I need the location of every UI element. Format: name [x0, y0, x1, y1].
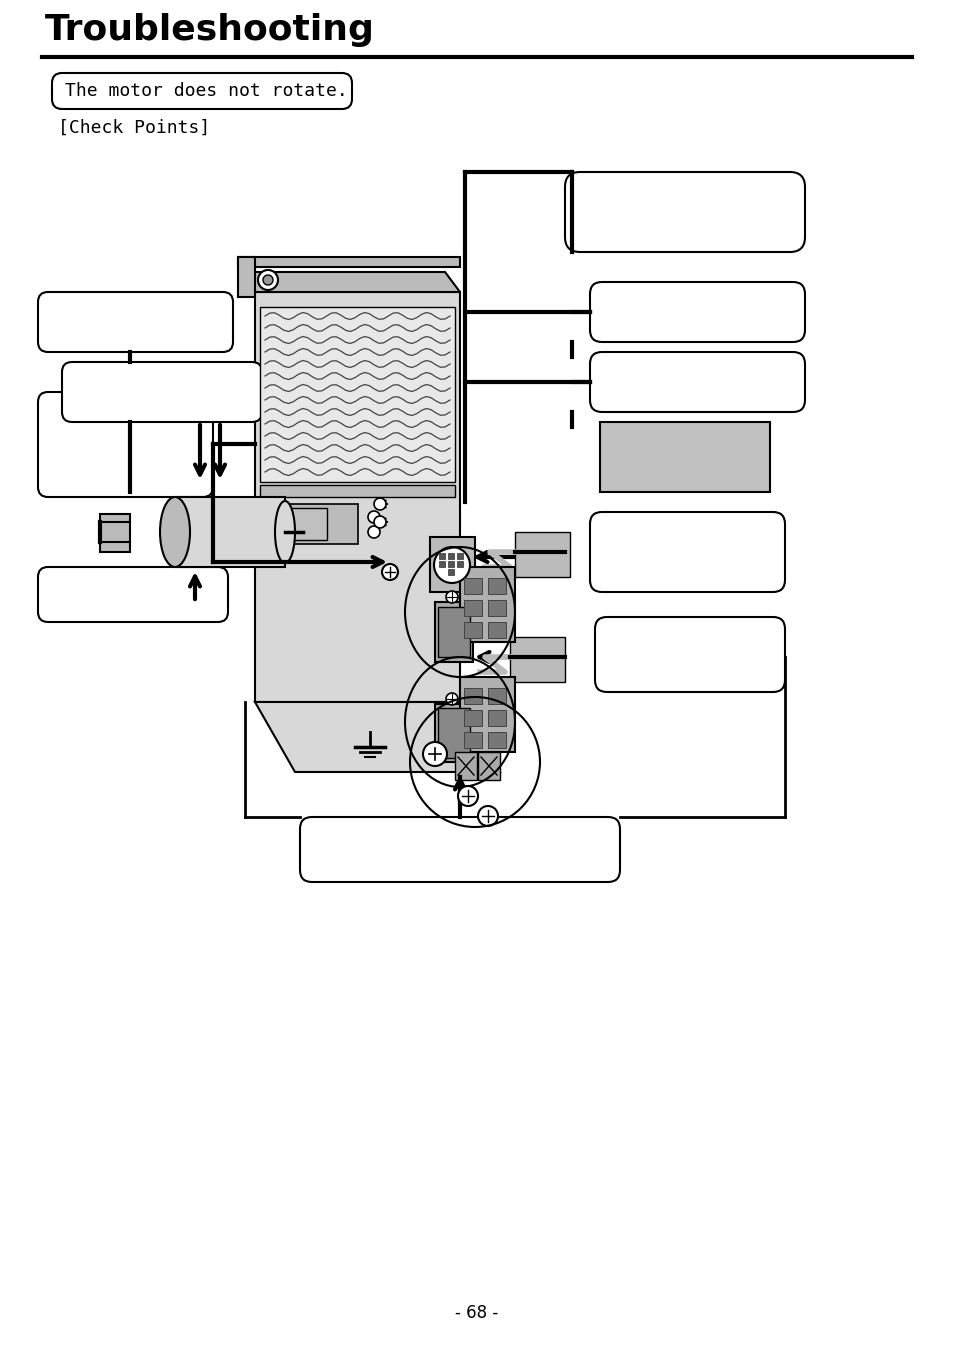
Bar [456, 553, 462, 558]
Bar [463, 579, 481, 594]
Bar [437, 708, 470, 758]
Bar [488, 579, 505, 594]
Bar [430, 537, 475, 592]
Bar [438, 561, 444, 566]
FancyBboxPatch shape [52, 73, 352, 110]
FancyBboxPatch shape [299, 817, 619, 882]
Bar [463, 622, 481, 638]
Circle shape [446, 591, 457, 603]
FancyBboxPatch shape [589, 352, 804, 412]
Text: [Check Points]: [Check Points] [58, 119, 210, 137]
Bar [488, 600, 505, 617]
FancyBboxPatch shape [38, 292, 233, 352]
FancyBboxPatch shape [564, 172, 804, 251]
FancyBboxPatch shape [595, 617, 784, 692]
Bar [463, 710, 481, 726]
Text: The motor does not rotate.: The motor does not rotate. [65, 82, 348, 100]
Bar [437, 607, 470, 657]
Bar [456, 561, 462, 566]
Bar [510, 637, 564, 681]
Bar [463, 600, 481, 617]
Circle shape [374, 498, 386, 510]
Bar [254, 292, 459, 702]
Bar [455, 752, 476, 780]
Polygon shape [240, 272, 459, 292]
Bar [459, 566, 515, 642]
Bar [488, 622, 505, 638]
FancyBboxPatch shape [38, 566, 228, 622]
Text: - 68 -: - 68 - [455, 1303, 498, 1322]
Circle shape [446, 694, 457, 704]
Bar [260, 485, 455, 498]
Circle shape [477, 806, 497, 826]
Bar [272, 508, 327, 539]
Circle shape [422, 742, 447, 767]
Circle shape [374, 516, 386, 529]
Circle shape [257, 270, 277, 289]
Bar [515, 531, 569, 577]
Circle shape [457, 786, 477, 806]
Bar [448, 553, 454, 558]
Bar [463, 731, 481, 748]
Bar [459, 677, 515, 752]
Polygon shape [254, 702, 499, 772]
Bar [488, 710, 505, 726]
Bar [435, 704, 473, 763]
Circle shape [368, 526, 379, 538]
Circle shape [381, 564, 397, 580]
Bar [448, 561, 454, 566]
Bar [488, 688, 505, 704]
FancyBboxPatch shape [589, 283, 804, 342]
FancyBboxPatch shape [38, 392, 213, 498]
Bar [268, 504, 357, 544]
Ellipse shape [160, 498, 190, 566]
Circle shape [434, 548, 470, 583]
Circle shape [368, 511, 379, 523]
Bar [237, 257, 254, 297]
Bar [100, 514, 130, 552]
Bar [463, 688, 481, 704]
Ellipse shape [274, 502, 294, 562]
Bar [438, 553, 444, 558]
Polygon shape [237, 257, 459, 266]
FancyBboxPatch shape [589, 512, 784, 592]
Bar [477, 752, 499, 780]
FancyBboxPatch shape [62, 362, 262, 422]
Bar [448, 569, 454, 575]
Circle shape [263, 274, 273, 285]
Bar [599, 422, 769, 492]
Text: Troubleshooting: Troubleshooting [45, 14, 375, 47]
Bar [260, 307, 455, 483]
Bar [435, 602, 473, 662]
Bar [488, 731, 505, 748]
Bar [174, 498, 285, 566]
